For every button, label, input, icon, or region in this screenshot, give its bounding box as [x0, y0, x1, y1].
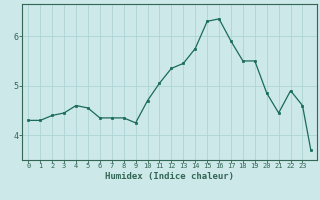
X-axis label: Humidex (Indice chaleur): Humidex (Indice chaleur)	[105, 172, 234, 181]
